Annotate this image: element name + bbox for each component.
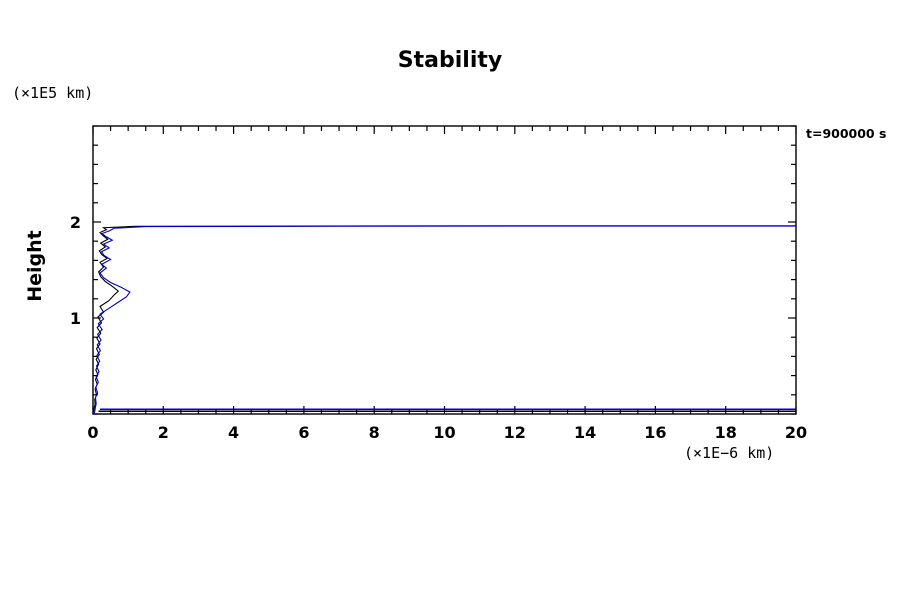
- data-series: [93, 225, 796, 414]
- svg-text:2: 2: [70, 213, 81, 232]
- axes-frame: [92, 125, 797, 415]
- svg-text:16: 16: [644, 423, 666, 442]
- svg-text:10: 10: [433, 423, 455, 442]
- x-axis-unit-label: (×1E−6 km): [684, 444, 775, 462]
- svg-text:6: 6: [298, 423, 309, 442]
- time-annotation: t=900000 s: [806, 126, 887, 141]
- svg-text:8: 8: [369, 423, 380, 442]
- svg-text:14: 14: [574, 423, 596, 442]
- svg-text:2: 2: [158, 423, 169, 442]
- svg-text:0: 0: [87, 423, 98, 442]
- svg-text:18: 18: [715, 423, 737, 442]
- y-axis-unit-label: (×1E5 km): [12, 84, 94, 102]
- svg-text:1: 1: [70, 309, 81, 328]
- svg-text:4: 4: [228, 423, 239, 442]
- axis-ticks: [92, 125, 797, 415]
- svg-text:12: 12: [504, 423, 526, 442]
- svg-text:20: 20: [785, 423, 807, 442]
- page-title: Stability: [397, 48, 503, 73]
